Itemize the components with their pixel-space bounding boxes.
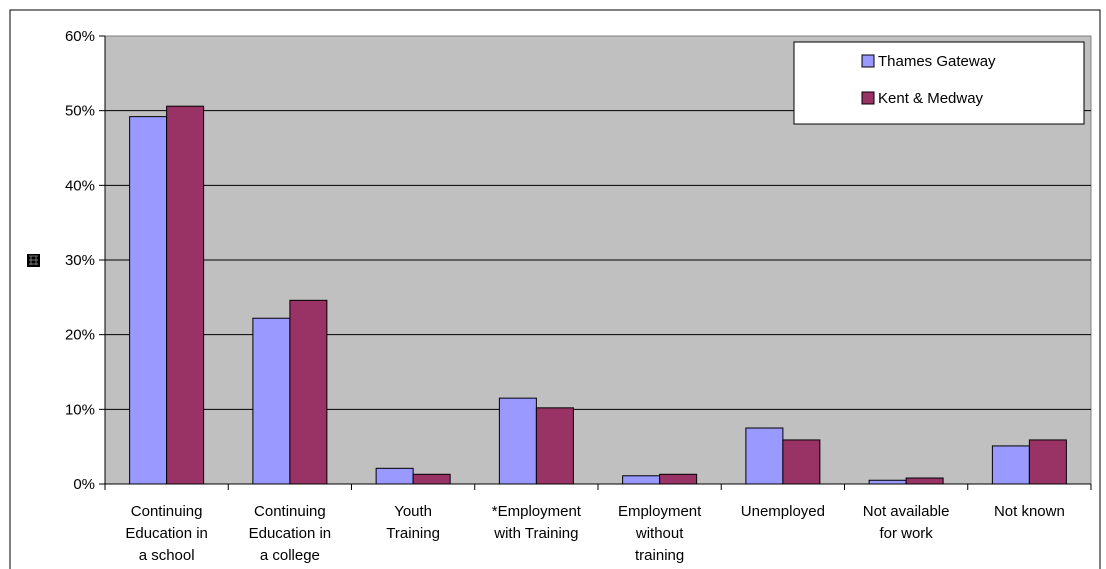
y-axis: 0% 10% 20% 30% 40% 50% 60% [65,28,106,493]
x-category-label: Unemployed [741,503,825,520]
y-tick-label: 60% [65,28,95,45]
legend-swatch [861,54,875,68]
x-category-label: Training [386,525,440,542]
bar-thames-gateway [375,467,414,485]
x-category-label: Not known [994,503,1065,520]
legend-label: Thames Gateway [878,53,996,70]
x-category-label: Education in [125,525,208,542]
bar-kent-medway [905,477,944,485]
x-category-label: Education in [249,525,332,542]
legend: Thames Gateway Kent & Medway [793,41,1085,125]
x-category-label: training [635,547,684,564]
x-category-label: Continuing [131,503,203,520]
legend-label: Kent & Medway [878,90,984,107]
x-category-label: for work [879,525,933,542]
x-category-label: Not available [863,503,950,520]
bar-thames-gateway [868,479,907,485]
bar-kent-medway [659,473,698,485]
bar-thames-gateway [129,116,168,485]
y-tick-label: 30% [65,252,95,269]
x-category-label: a school [139,547,195,564]
y-tick-label: 40% [65,177,95,194]
y-tick-label: 10% [65,401,95,418]
y-tick-label: 50% [65,103,95,120]
x-category-label: Employment [618,503,702,520]
x-category-label: without [635,525,684,542]
bar-thames-gateway [991,445,1030,485]
bar-kent-medway [289,299,328,485]
x-axis: Continuing Education in a school Continuing… [104,483,1092,564]
bar-kent-medway [535,407,574,485]
legend-swatch [861,91,875,105]
axis-icon-glyph [27,254,40,267]
x-category-label: Youth [394,503,432,520]
legend-box [793,41,1085,125]
x-category-label: a college [260,547,320,564]
bar-kent-medway [782,439,821,485]
bar-thames-gateway [622,475,661,485]
bar-thames-gateway [252,317,291,485]
x-category-label: Continuing [254,503,326,520]
bar-kent-medway [1028,439,1067,485]
y-tick-label: 0% [73,476,95,493]
x-category-label: *Employment [492,503,582,520]
bar-thames-gateway [498,397,537,485]
bars [129,105,1067,485]
bar-kent-medway [166,105,205,485]
bar-thames-gateway [745,427,784,485]
x-category-label: with Training [493,525,578,542]
y-tick-label: 20% [65,327,95,344]
bar-kent-medway [412,473,451,485]
